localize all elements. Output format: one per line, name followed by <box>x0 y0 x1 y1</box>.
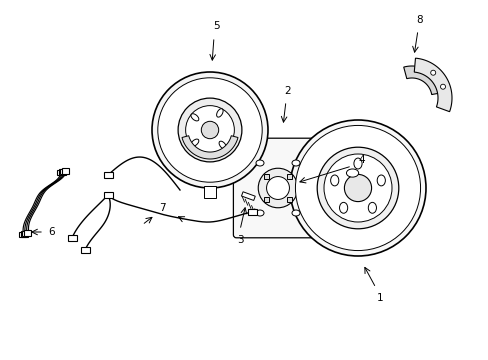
Circle shape <box>430 70 435 75</box>
Bar <box>103 192 112 198</box>
Bar <box>60 168 67 174</box>
Ellipse shape <box>330 175 338 186</box>
Bar <box>67 235 76 241</box>
Text: 7: 7 <box>159 203 165 213</box>
Ellipse shape <box>256 160 264 166</box>
Bar <box>81 247 89 253</box>
Circle shape <box>185 105 234 154</box>
Ellipse shape <box>256 210 264 216</box>
Ellipse shape <box>191 114 199 121</box>
Text: 4: 4 <box>358 155 365 165</box>
Bar <box>247 209 256 215</box>
Bar <box>264 175 269 180</box>
Bar <box>59 169 65 175</box>
Circle shape <box>289 120 425 256</box>
Polygon shape <box>182 136 238 159</box>
Text: 3: 3 <box>236 235 243 245</box>
Circle shape <box>178 98 242 162</box>
Polygon shape <box>403 66 443 95</box>
Bar <box>22 231 29 236</box>
Circle shape <box>324 154 391 222</box>
Circle shape <box>152 72 267 188</box>
Circle shape <box>266 176 289 199</box>
Bar <box>24 230 31 235</box>
Bar <box>19 232 26 237</box>
Text: 2: 2 <box>284 86 291 96</box>
Text: 6: 6 <box>49 227 55 237</box>
Ellipse shape <box>376 175 385 186</box>
Text: 5: 5 <box>212 21 219 31</box>
Circle shape <box>201 121 218 139</box>
Bar <box>203 186 216 198</box>
Ellipse shape <box>291 210 299 216</box>
Circle shape <box>317 147 398 229</box>
Circle shape <box>158 78 262 182</box>
Ellipse shape <box>339 202 347 213</box>
Ellipse shape <box>191 139 199 146</box>
Bar <box>57 170 63 175</box>
Text: 1: 1 <box>376 293 383 303</box>
Polygon shape <box>413 58 451 112</box>
Ellipse shape <box>291 160 299 166</box>
Ellipse shape <box>219 141 226 149</box>
Bar <box>264 197 269 202</box>
Bar <box>286 175 291 180</box>
Bar <box>241 192 255 201</box>
Bar <box>62 168 69 174</box>
Ellipse shape <box>353 158 361 169</box>
Bar <box>286 197 291 202</box>
Ellipse shape <box>367 202 376 213</box>
Circle shape <box>295 125 420 251</box>
Bar <box>103 172 112 178</box>
Text: 8: 8 <box>416 15 423 25</box>
Ellipse shape <box>216 109 223 117</box>
Circle shape <box>344 174 371 202</box>
Circle shape <box>258 168 297 208</box>
Bar <box>20 231 27 237</box>
Circle shape <box>440 84 445 89</box>
Ellipse shape <box>346 169 358 177</box>
FancyBboxPatch shape <box>233 138 322 238</box>
